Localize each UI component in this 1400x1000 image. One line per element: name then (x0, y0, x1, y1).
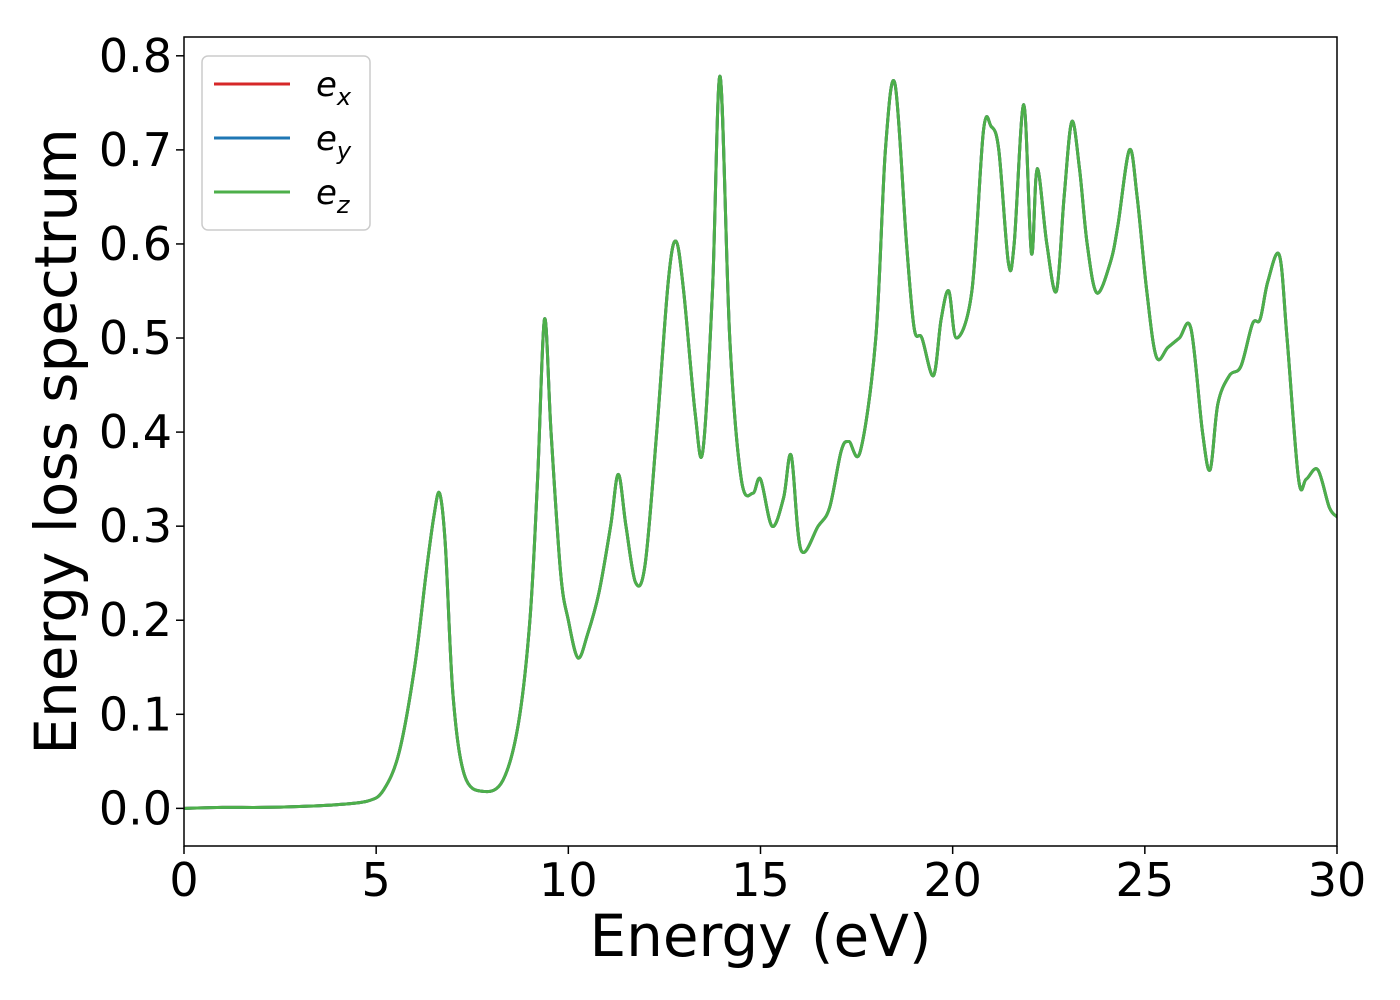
legend: ex ey ez (201, 55, 371, 231)
x-axis-title: Energy (eV) (589, 902, 931, 970)
x-tick-label: 0 (169, 853, 198, 907)
legend-label-x: ex (316, 65, 352, 111)
x-tick-label: 20 (923, 853, 982, 907)
y-axis: 0.0 0.1 0.2 0.3 0.4 0.5 0.6 0.7 0.8 (99, 29, 184, 835)
x-tick-label: 10 (539, 853, 598, 907)
series-line-z (184, 74, 1337, 810)
series-layer (184, 74, 1337, 810)
y-tick-label: 0.1 (99, 687, 172, 741)
y-tick-label: 0.3 (99, 499, 172, 553)
y-tick-label: 0.7 (99, 123, 172, 177)
x-tick-label: 15 (731, 853, 790, 907)
y-tick-label: 0.0 (99, 781, 172, 835)
y-axis-title: Energy loss spectrum (22, 128, 90, 754)
y-tick-label: 0.6 (99, 217, 172, 271)
legend-label-z: ez (316, 173, 351, 219)
legend-box (201, 55, 371, 231)
y-tick-label: 0.5 (99, 311, 172, 365)
x-axis: 0 5 10 15 20 25 30 (169, 846, 1366, 907)
x-tick-label: 25 (1116, 853, 1175, 907)
y-tick-label: 0.2 (99, 593, 172, 647)
y-tick-label: 0.8 (99, 29, 172, 83)
x-tick-label: 5 (362, 853, 391, 907)
legend-label-y: ey (316, 119, 352, 165)
x-tick-label: 30 (1308, 853, 1367, 907)
y-tick-label: 0.4 (99, 405, 172, 459)
